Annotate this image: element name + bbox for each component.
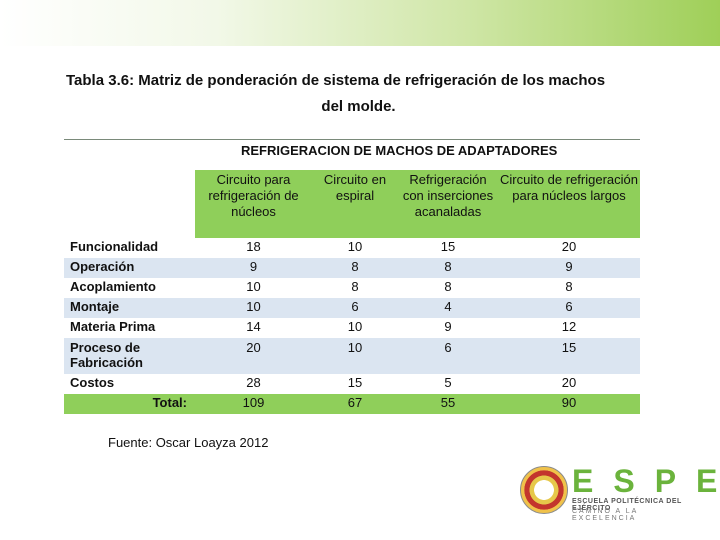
total-cell: 67	[312, 394, 398, 414]
top-gradient-band	[0, 0, 720, 46]
row-label: Operación	[64, 258, 195, 278]
table-cell: 8	[444, 279, 452, 294]
row-label: Montaje	[64, 298, 195, 318]
table-cell: 10	[312, 338, 398, 374]
table-cell: 10	[347, 239, 363, 254]
table-cell: 6	[398, 338, 498, 374]
table-cell: 8	[312, 258, 398, 278]
table-cell: 28	[246, 375, 261, 390]
logo-motto: CAMINO A LA EXCELENCIA	[572, 508, 638, 522]
row-label: Proceso de Fabricación	[64, 338, 195, 374]
column-header: Circuito en espiral	[312, 170, 398, 238]
table-cell: 20	[561, 239, 577, 254]
column-header: Circuito para refrigeración de núcleos	[195, 170, 312, 238]
table-cell: 8	[351, 279, 359, 294]
table-cell: 10	[195, 298, 312, 318]
table-cell: 6	[498, 298, 640, 318]
table-cell: 15	[347, 375, 363, 390]
table-cell: 6	[312, 298, 398, 318]
column-header: Refrigeración con inserciones acanaladas	[398, 170, 498, 238]
table-cell: 20	[195, 338, 312, 374]
row-label: Costos	[70, 375, 115, 390]
table-row: Proceso de Fabricación 20 10 6 15	[64, 338, 640, 374]
table-cell: 5	[444, 375, 452, 390]
table-cell: 8	[565, 279, 573, 294]
table-row: Materia Prima 14 10 9 12	[64, 318, 640, 338]
table-cell: 9	[444, 319, 452, 334]
column-header: Circuito de refrigeración para núcleos l…	[498, 170, 640, 238]
title-line-2: del molde.	[321, 98, 396, 115]
row-label: Materia Prima	[70, 319, 156, 334]
total-cell: 90	[498, 394, 640, 414]
espe-emblem-icon	[520, 466, 568, 514]
table-cell: 8	[398, 258, 498, 278]
table-cell: 18	[246, 239, 261, 254]
table-cell: 15	[440, 239, 456, 254]
total-row: Total: 109 67 55 90	[64, 394, 640, 414]
table-row: Acoplamiento 10 8 8 8	[64, 278, 640, 298]
table-cell: 4	[398, 298, 498, 318]
matrix-table: Circuito para refrigeración de núcleos C…	[64, 170, 640, 414]
table-cell: 10	[246, 279, 261, 294]
table-cell: 10	[347, 319, 363, 334]
table-cell: 9	[195, 258, 312, 278]
total-cell: 55	[398, 394, 498, 414]
top-rule	[64, 139, 640, 140]
row-label: Funcionalidad	[70, 239, 159, 254]
table-row: Montaje 10 6 4 6	[64, 298, 640, 318]
table-cell: 12	[561, 319, 577, 334]
table-cell: 15	[498, 338, 640, 374]
table-row: Operación 9 8 8 9	[64, 258, 640, 278]
row-label: Acoplamiento	[70, 279, 156, 294]
corner-cell	[64, 170, 195, 238]
logo-institution: ESCUELA POLITÉCNICA DEL EJÉRCITO	[572, 498, 682, 512]
total-label: Total:	[64, 394, 195, 414]
title-line-1: Tabla 3.6: Matriz de ponderación de sist…	[66, 72, 606, 89]
weighting-matrix: REFRIGERACION DE MACHOS DE ADAPTADORES C…	[64, 139, 640, 414]
table-cell: 9	[498, 258, 640, 278]
table-cell: 14	[246, 319, 261, 334]
column-header-row: Circuito para refrigeración de núcleos C…	[64, 170, 640, 238]
matrix-heading: REFRIGERACION DE MACHOS DE ADAPTADORES	[241, 143, 558, 158]
source-note: Fuente: Oscar Loayza 2012	[108, 435, 269, 450]
table-row: Costos 28 15 5 20	[64, 374, 640, 394]
table-title: Tabla 3.6: Matriz de ponderación de sist…	[66, 68, 656, 120]
table-cell: 20	[561, 375, 577, 390]
total-cell: 109	[195, 394, 312, 414]
table-row: Funcionalidad 18 10 15 20	[64, 238, 640, 258]
